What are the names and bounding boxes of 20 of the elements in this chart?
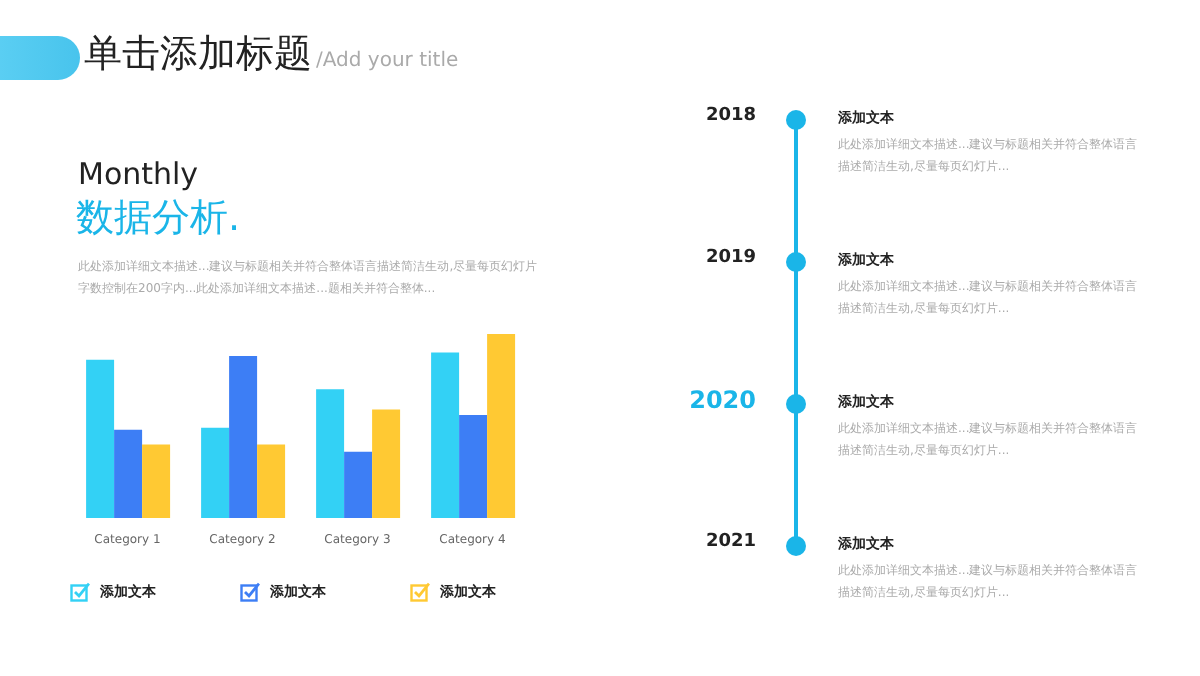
text: 2018	[705, 106, 756, 126]
bar	[229, 356, 258, 518]
chart-subtitle: /Add your title	[316, 50, 459, 72]
text: 2019	[705, 248, 756, 268]
bar	[344, 451, 373, 518]
bar	[316, 389, 345, 518]
bar	[487, 334, 516, 518]
bar	[459, 414, 488, 518]
bar	[114, 429, 143, 518]
chart-title: 单击添加标题	[84, 30, 312, 80]
bar	[142, 444, 171, 518]
bar	[86, 359, 115, 518]
text: 2021	[705, 532, 756, 552]
bar	[372, 409, 401, 518]
text: 数据分析.	[76, 194, 241, 244]
bar	[257, 444, 286, 518]
bar	[201, 427, 230, 518]
text: 2020	[689, 386, 756, 414]
bar	[431, 352, 460, 518]
text: Monthly	[78, 156, 199, 192]
